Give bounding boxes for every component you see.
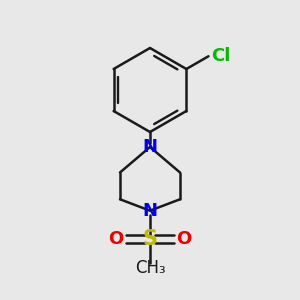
Text: CH₃: CH₃ bbox=[135, 259, 165, 277]
Text: S: S bbox=[142, 229, 158, 249]
Text: O: O bbox=[176, 230, 191, 248]
Text: N: N bbox=[142, 202, 158, 220]
Text: Cl: Cl bbox=[211, 47, 230, 65]
Text: O: O bbox=[109, 230, 124, 248]
Text: N: N bbox=[142, 138, 158, 156]
